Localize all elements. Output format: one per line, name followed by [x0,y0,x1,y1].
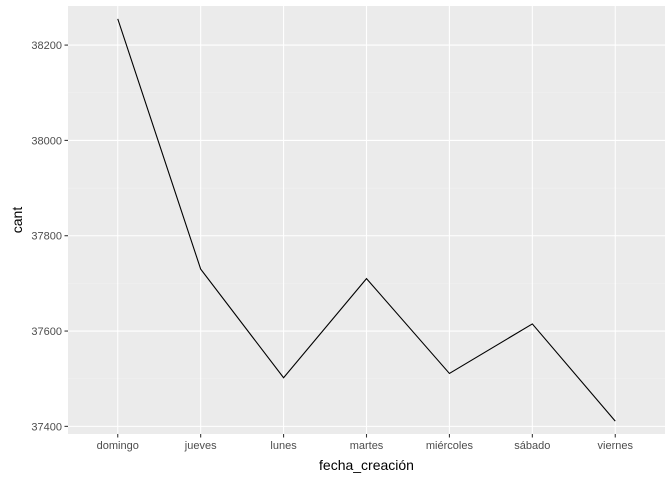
y-tick-label: 38000 [31,135,62,147]
x-tick-label: domingo [97,440,139,452]
x-axis-tick-labels: domingo jueves lunes martes miércoles sábado v… [97,440,634,452]
y-tick-label: 37800 [31,231,62,243]
tick-marks [64,44,616,438]
series-line [117,18,616,422]
x-tick-label: sábado [514,440,550,452]
y-tick-label: 37400 [31,421,62,433]
y-tick-label: 38200 [31,40,62,52]
y-tick-label: 37600 [31,326,62,338]
x-axis-title: fecha_creación [319,457,414,473]
x-tick-label: viernes [598,440,634,452]
major-gridlines [68,6,665,434]
y-axis-title: cant [9,207,25,234]
x-tick-label: jueves [184,440,217,452]
y-axis-tick-labels: 37400 37600 37800 38000 38200 [31,40,62,433]
x-tick-label: martes [350,440,384,452]
x-tick-label: miércoles [426,440,474,452]
x-tick-label: lunes [270,440,297,452]
